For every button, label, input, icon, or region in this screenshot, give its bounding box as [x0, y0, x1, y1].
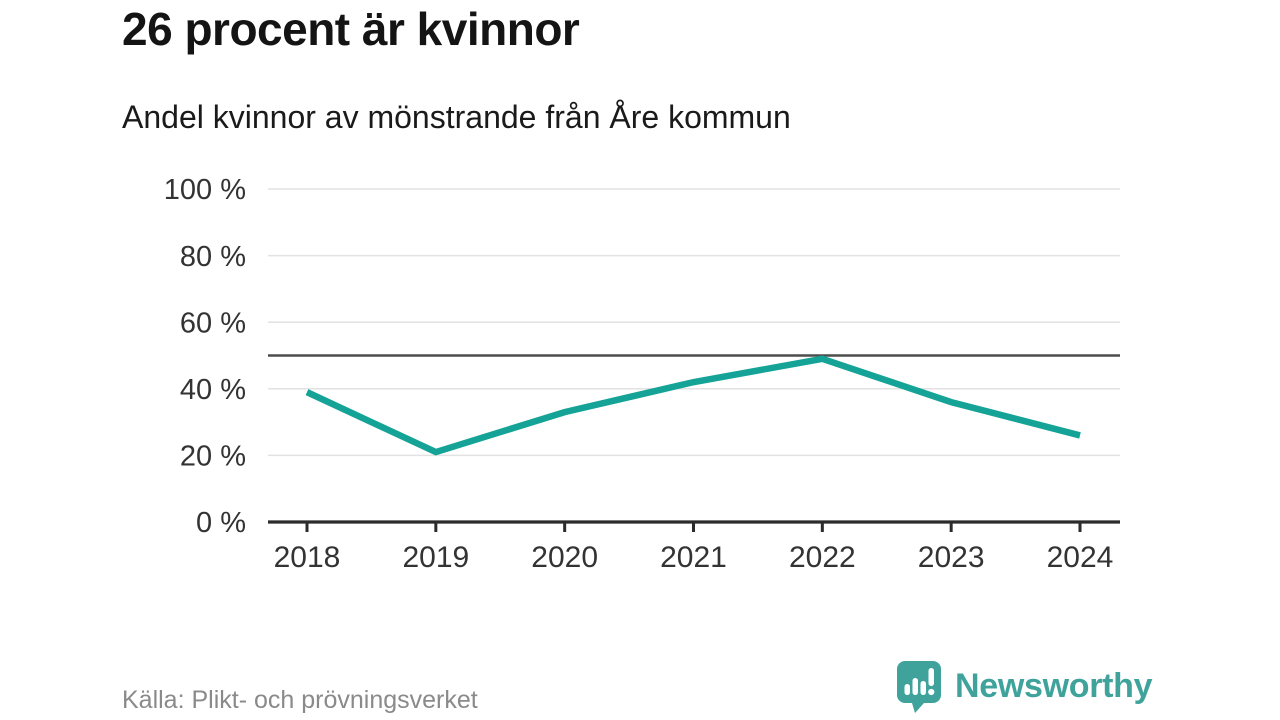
x-tick-label: 2022 — [789, 541, 856, 574]
x-tick-label: 2020 — [531, 541, 598, 574]
y-tick-label: 40 % — [180, 374, 246, 406]
x-tick-label: 2021 — [660, 541, 727, 574]
chart-title: 26 procent är kvinnor — [122, 3, 580, 55]
y-tick-label: 60 % — [180, 307, 246, 339]
y-tick-label: 20 % — [180, 441, 246, 473]
line-chart-plot: 0 % 20 % 40 % 60 % 80 % 100 % 2018 2019 2020 2021… — [164, 174, 1120, 574]
x-tick-label: 2024 — [1047, 541, 1114, 574]
source-note: Källa: Plikt- och prövningsverket — [122, 686, 478, 714]
newsworthy-wordmark: Newsworthy — [955, 667, 1153, 705]
y-tick-label: 80 % — [180, 241, 246, 273]
y-tick-label: 0 % — [196, 507, 246, 539]
x-tick-label: 2018 — [274, 541, 341, 574]
x-tick-label: 2019 — [402, 541, 469, 574]
newsworthy-logo-icon — [897, 661, 941, 713]
chart-subtitle: Andel kvinnor av mönstrande från Åre kom… — [122, 99, 791, 135]
newsworthy-brand: Newsworthy — [896, 660, 1153, 713]
y-tick-label: 100 % — [164, 174, 246, 206]
data-line — [305, 355, 1081, 456]
x-tick-label: 2023 — [918, 541, 985, 574]
